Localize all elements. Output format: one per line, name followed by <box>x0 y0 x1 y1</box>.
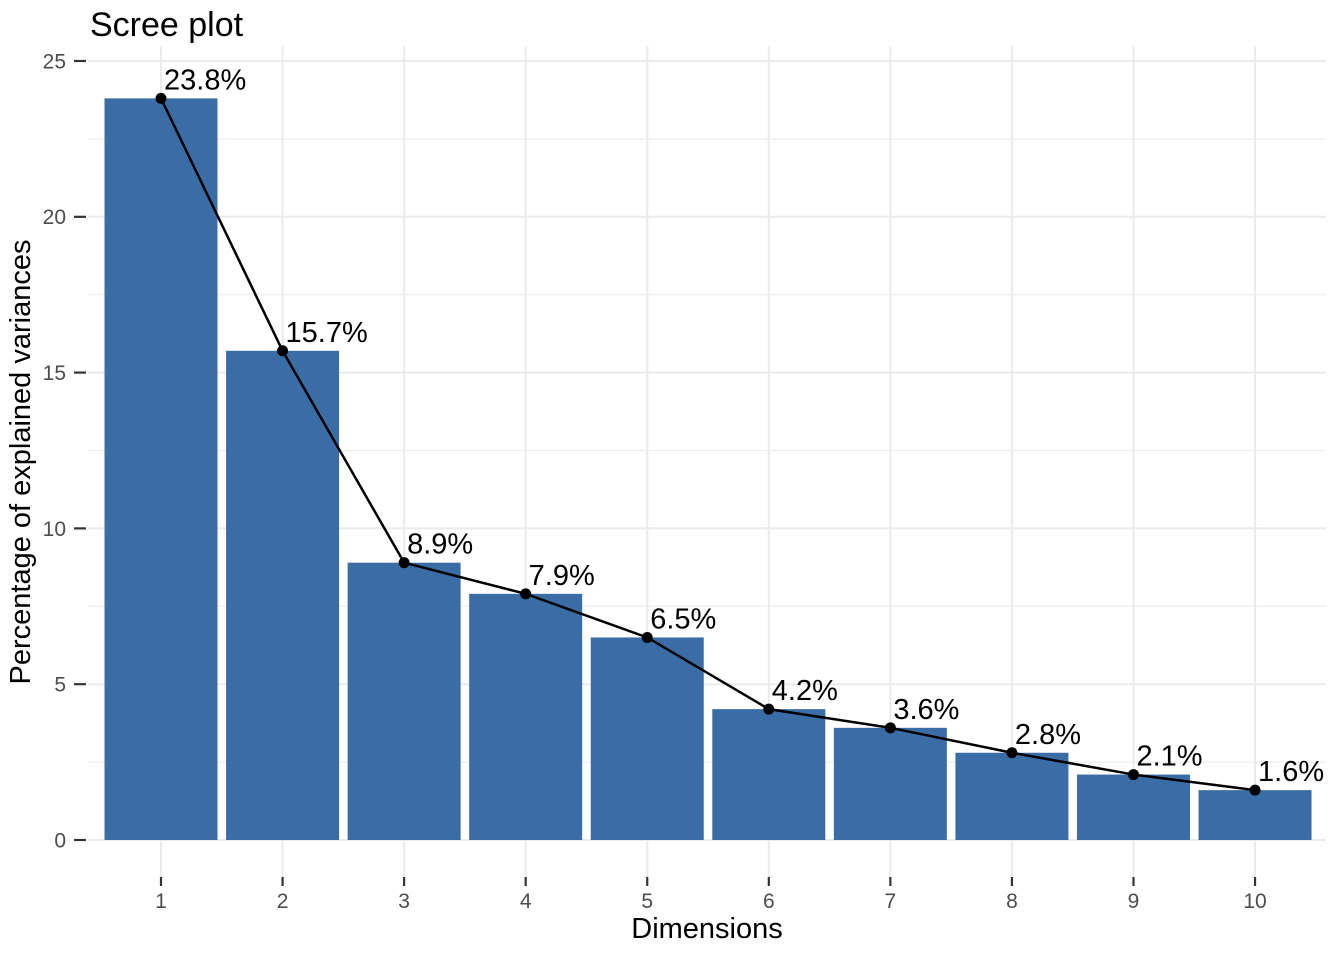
data-point-label: 3.6% <box>893 694 959 726</box>
data-point <box>520 588 532 600</box>
data-point-label: 8.9% <box>407 529 473 561</box>
data-point <box>641 631 653 643</box>
x-axis-title: Dimensions <box>631 913 783 945</box>
data-point <box>1249 784 1261 796</box>
data-point-labels: 23.8% 15.7% 8.9% 7.9% 6.5% 4.2% 3.6% 2.8% 2.1% 1.… <box>164 64 1324 788</box>
data-point-label: 2.1% <box>1136 741 1202 773</box>
data-point <box>398 557 410 569</box>
y-tick-label: 5 <box>54 674 66 697</box>
variance-line <box>159 97 1256 792</box>
y-tick-label: 0 <box>54 829 66 852</box>
chart-title: Scree plot <box>90 6 244 44</box>
y-tick-label: 25 <box>43 50 66 73</box>
bar <box>469 593 583 840</box>
x-tick-label: 2 <box>277 890 289 913</box>
x-tick-label: 10 <box>1243 890 1266 913</box>
data-point-label: 15.7% <box>286 317 368 349</box>
bar <box>833 727 947 840</box>
y-tick-label: 20 <box>43 206 66 229</box>
variance-line-group <box>159 97 1256 792</box>
x-tick-label: 1 <box>155 890 167 913</box>
data-point-label: 2.8% <box>1015 719 1081 751</box>
bar <box>226 350 340 840</box>
x-tick-label: 3 <box>398 890 410 913</box>
bar <box>104 98 218 841</box>
x-tick-label: 5 <box>641 890 653 913</box>
x-tick-label: 9 <box>1128 890 1140 913</box>
bar <box>347 562 461 840</box>
data-point-label: 23.8% <box>164 64 246 96</box>
data-point-label: 7.9% <box>529 560 595 592</box>
data-point <box>884 722 896 734</box>
axis-tick-labels: 1 2 3 4 5 6 7 8 9 10 0 5 10 15 20 25 <box>43 50 1267 913</box>
y-axis-title: Percentage of explained variances <box>5 240 37 685</box>
y-tick-label: 10 <box>43 518 66 541</box>
data-point <box>155 92 167 104</box>
axis-tick-marks <box>74 59 1257 886</box>
bar <box>590 637 704 840</box>
x-tick-label: 7 <box>885 890 897 913</box>
x-tick-label: 6 <box>763 890 775 913</box>
y-tick-label: 15 <box>43 362 66 385</box>
data-point <box>763 703 775 715</box>
data-point-label: 4.2% <box>772 675 838 707</box>
bar <box>1198 790 1312 840</box>
x-tick-label: 4 <box>520 890 532 913</box>
x-tick-label: 8 <box>1006 890 1018 913</box>
data-point-label: 1.6% <box>1258 756 1324 788</box>
bar <box>712 709 826 840</box>
data-points <box>155 92 1261 796</box>
data-point-label: 6.5% <box>650 603 716 635</box>
data-point <box>277 345 289 357</box>
data-point <box>1127 769 1139 781</box>
bar <box>1076 774 1190 840</box>
data-point <box>1006 747 1018 759</box>
bar <box>955 752 1069 840</box>
bars <box>104 98 1312 841</box>
